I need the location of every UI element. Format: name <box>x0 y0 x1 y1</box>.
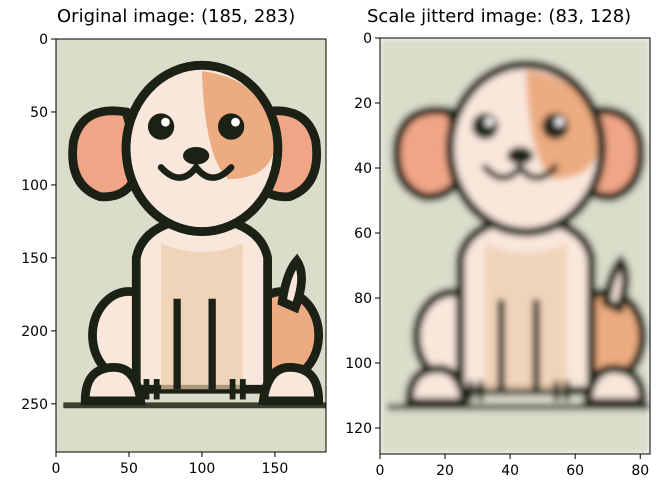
jittered-y-tick-label: 60 <box>354 226 372 242</box>
jittered-x-tick-label: 40 <box>501 463 519 479</box>
jittered-y-tick-label: 80 <box>354 291 372 307</box>
original-y-tick-label: 50 <box>30 105 48 121</box>
jittered-y-tick-label: 120 <box>345 421 372 437</box>
jittered-y-tick-label: 100 <box>345 356 372 372</box>
ticks-left: 0 50 100 150 0 50 100 150 200 250 <box>21 32 288 477</box>
jittered-x-tick-label: 0 <box>376 463 385 479</box>
axes-frame-left <box>55 38 327 453</box>
original-x-tick-label: 100 <box>189 461 216 477</box>
panel-original: 0 50 100 150 0 50 100 150 200 250 <box>21 32 327 477</box>
original-x-tick-label: 50 <box>120 461 138 477</box>
dog-cartoon-illustration-blurred-icon <box>380 38 650 454</box>
panel-title-original: Original image: (185, 283) <box>57 6 296 27</box>
jittered-x-tick-label: 60 <box>566 463 584 479</box>
panel-title-jittered: Scale jitterd image: (83, 128) <box>367 6 632 27</box>
original-x-tick-label: 150 <box>262 461 289 477</box>
original-y-tick-label: 0 <box>39 32 48 48</box>
jittered-y-tick-label: 0 <box>363 31 372 47</box>
jittered-x-tick-label: 80 <box>631 463 649 479</box>
jittered-x-tick-label: 20 <box>436 463 454 479</box>
jittered-y-tick-label: 40 <box>354 161 372 177</box>
panel-jittered: 0 20 40 60 80 0 20 40 60 80 100 120 <box>345 31 651 479</box>
original-y-tick-label: 200 <box>21 324 48 340</box>
original-y-tick-label: 150 <box>21 251 48 267</box>
jittered-y-tick-label: 20 <box>354 96 372 112</box>
ticks-right: 0 20 40 60 80 0 20 40 60 80 100 120 <box>345 31 649 479</box>
original-y-tick-label: 250 <box>21 397 48 413</box>
dog-cartoon-illustration-icon <box>56 39 326 452</box>
axes-frame-right <box>379 37 651 455</box>
original-y-tick-label: 100 <box>21 178 48 194</box>
original-x-tick-label: 0 <box>52 461 61 477</box>
